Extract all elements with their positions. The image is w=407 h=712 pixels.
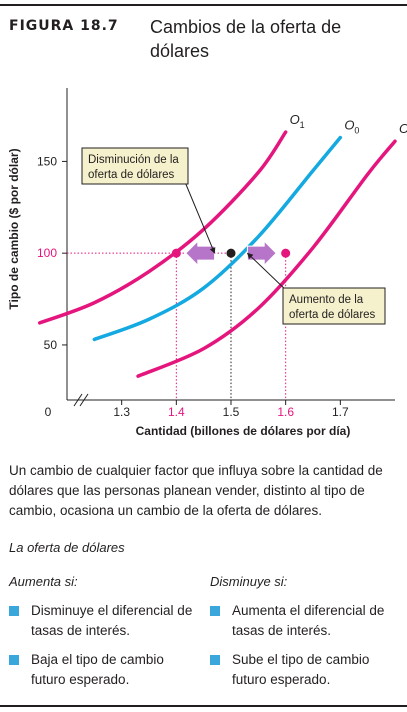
curve-label-letter: O: [399, 121, 407, 136]
callout-box: [282, 287, 386, 325]
data-point-2: [226, 248, 236, 258]
bullet-square-icon: [9, 655, 19, 665]
curve-label-subscript: 0: [354, 126, 359, 136]
figure-header: FIGURA 18.7 Cambios de la oferta de dóla…: [0, 0, 407, 72]
curve-label-subscript: 1: [300, 120, 305, 130]
supply-subheading: La oferta de dólares: [9, 540, 125, 555]
x-tick-label: 1.5: [223, 405, 240, 419]
callout-text-line: Aumento de la: [289, 294, 364, 306]
top-rule: [0, 4, 407, 6]
decrease-item-1-text: Aumenta el diferencial de tasas de inter…: [232, 603, 385, 638]
data-point-1: [171, 248, 181, 258]
supply-chart: 0 1.3 1.4 1.5 1.6 1.7 50 100 150 Cantidad (billon…: [7, 88, 407, 438]
callout-text-line: oferta de dólares: [289, 309, 376, 321]
curve-label-letter: O: [290, 112, 300, 127]
y-axis-label: Tipo de cambio ($ por dólar): [7, 148, 21, 309]
y-tick-label: 100: [37, 246, 57, 260]
callout-pointer: [184, 181, 216, 254]
bullet-square-icon: [210, 606, 220, 616]
callout-decrease: Disminución de la oferta de dólares: [81, 147, 216, 254]
figure-title: Cambios de la oferta de dólares: [150, 17, 342, 61]
supply-curve-O2: [136, 139, 397, 378]
y-tick-label: 50: [44, 338, 58, 352]
axis-break-mark: [73, 393, 83, 407]
callout-increase: Aumento de la oferta de dólares: [246, 252, 386, 325]
decrease-item-2-text: Sube el tipo de cambio futuro esperado.: [232, 652, 370, 687]
increase-shift-arrow: [246, 239, 277, 267]
bottom-rule: [0, 705, 407, 707]
supply-curve-O0: [92, 135, 343, 342]
increase-item-2-text: Baja el tipo de cambio futuro esperado.: [31, 652, 164, 687]
bullet-square-icon: [210, 655, 220, 665]
figure-number: FIGURA 18.7: [9, 18, 119, 34]
callout-text-line: Disminución de la: [88, 154, 179, 166]
bullet-square-icon: [9, 606, 19, 616]
curve-label-letter: O: [344, 118, 354, 133]
curve-label-O2: O2: [399, 121, 407, 136]
x-tick-label: 1.7: [332, 405, 349, 419]
y-tick-label: 150: [37, 154, 57, 168]
origin-label: 0: [45, 405, 52, 419]
decrease-heading: Disminuye si:: [210, 574, 288, 589]
callout-pointer: [246, 252, 289, 293]
increase-heading: Aumenta si:: [9, 574, 78, 589]
x-tick-label: 1.3: [113, 405, 130, 419]
data-point-3: [281, 248, 291, 258]
callout-text-line: oferta de dólares: [88, 169, 175, 181]
x-tick-label: 1.4: [168, 405, 185, 419]
intro-paragraph: Un cambio de cualquier factor que influy…: [9, 463, 383, 518]
decrease-shift-arrow: [185, 239, 216, 267]
x-tick-label: 1.6: [277, 405, 294, 419]
supply-curve-O1: [37, 130, 288, 325]
increase-item-1-text: Disminuye el diferencial de tasas de int…: [31, 603, 193, 638]
callout-box: [81, 147, 189, 185]
x-axis-label: Cantidad (billones de dólares por día): [136, 424, 351, 438]
axis-break-mark: [79, 393, 89, 407]
